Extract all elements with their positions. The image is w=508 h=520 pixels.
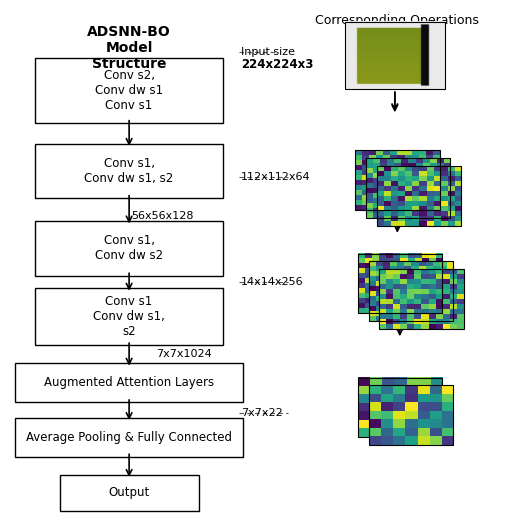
Bar [355,150,439,210]
Text: Conv s1,
Conv dw s2: Conv s1, Conv dw s2 [95,235,163,263]
Text: Augmented Attention Layers: Augmented Attention Layers [44,376,214,389]
Text: 112x112x64: 112x112x64 [241,172,310,182]
Text: Conv s1,
Conv dw s1, s2: Conv s1, Conv dw s1, s2 [84,157,174,185]
Text: Output: Output [109,486,150,499]
FancyBboxPatch shape [35,289,224,345]
Text: Average Pooling & Fully Connected: Average Pooling & Fully Connected [26,431,232,444]
Text: 56x56x128: 56x56x128 [132,211,194,221]
Bar [368,385,453,445]
Bar [379,269,464,329]
Bar [358,378,442,437]
Text: 7x7x1024: 7x7x1024 [156,349,212,359]
Text: 14x14x256: 14x14x256 [241,277,303,287]
Text: Input size: Input size [241,47,295,57]
Bar [358,254,442,313]
Text: Corresponding Operations: Corresponding Operations [315,15,479,28]
FancyBboxPatch shape [35,144,224,198]
FancyBboxPatch shape [15,363,243,402]
FancyBboxPatch shape [35,221,224,276]
Bar [366,158,451,217]
Bar [345,22,444,89]
FancyBboxPatch shape [15,418,243,457]
Bar [368,262,453,321]
FancyBboxPatch shape [59,475,199,511]
Text: 7x7x22: 7x7x22 [241,408,282,418]
Text: Conv s2,
Conv dw s1
Conv s1: Conv s2, Conv dw s1 Conv s1 [95,69,163,112]
FancyBboxPatch shape [35,58,224,123]
Text: Conv s1
Conv dw s1,
s2: Conv s1 Conv dw s1, s2 [93,295,165,339]
Text: 224x224x3: 224x224x3 [241,58,313,71]
Bar [377,166,461,226]
Text: ADSNN-BO
Model
Structure: ADSNN-BO Model Structure [87,24,171,71]
